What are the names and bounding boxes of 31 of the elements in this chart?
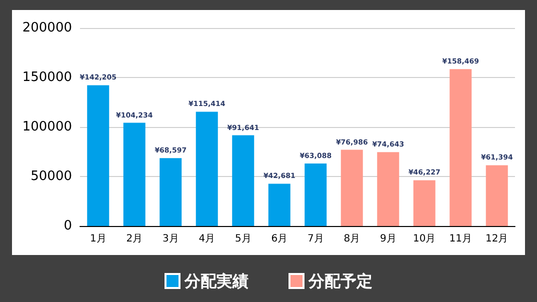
bar: [450, 69, 472, 226]
bar: [123, 122, 146, 226]
x-tick-label: 5月: [234, 234, 252, 244]
bar: [340, 150, 363, 226]
y-tick-label: 50000: [30, 169, 72, 184]
x-tick-label: 1月: [90, 234, 106, 244]
x-tick-label: 12月: [486, 234, 508, 244]
x-tick-label: 10月: [413, 234, 436, 244]
x-tick-label: 2月: [126, 234, 143, 244]
bar: [413, 180, 436, 226]
x-tick-label: 11月: [449, 234, 472, 244]
x-tick-label: 9月: [380, 234, 396, 244]
bar: [377, 152, 400, 226]
legend-label: 分配実績: [184, 272, 248, 290]
y-tick-label: 200000: [22, 20, 72, 36]
bar: [486, 165, 508, 226]
x-tick-label: 6月: [271, 234, 288, 244]
bar: [196, 112, 218, 226]
y-tick-label: 150000: [22, 70, 72, 85]
bar: [268, 184, 290, 226]
y-tick-label: 100000: [22, 120, 72, 134]
x-tick-label: 3月: [162, 234, 179, 244]
x-tick-label: 7月: [307, 234, 324, 244]
bar: [232, 135, 254, 226]
x-tick-label: 4月: [198, 234, 216, 244]
x-tick-label: 8月: [344, 234, 360, 244]
legend-label: 分配予定: [308, 272, 372, 290]
y-tick-label: 0: [64, 218, 72, 234]
bar: [160, 158, 182, 226]
bar: [304, 164, 327, 226]
bar: [87, 85, 110, 226]
